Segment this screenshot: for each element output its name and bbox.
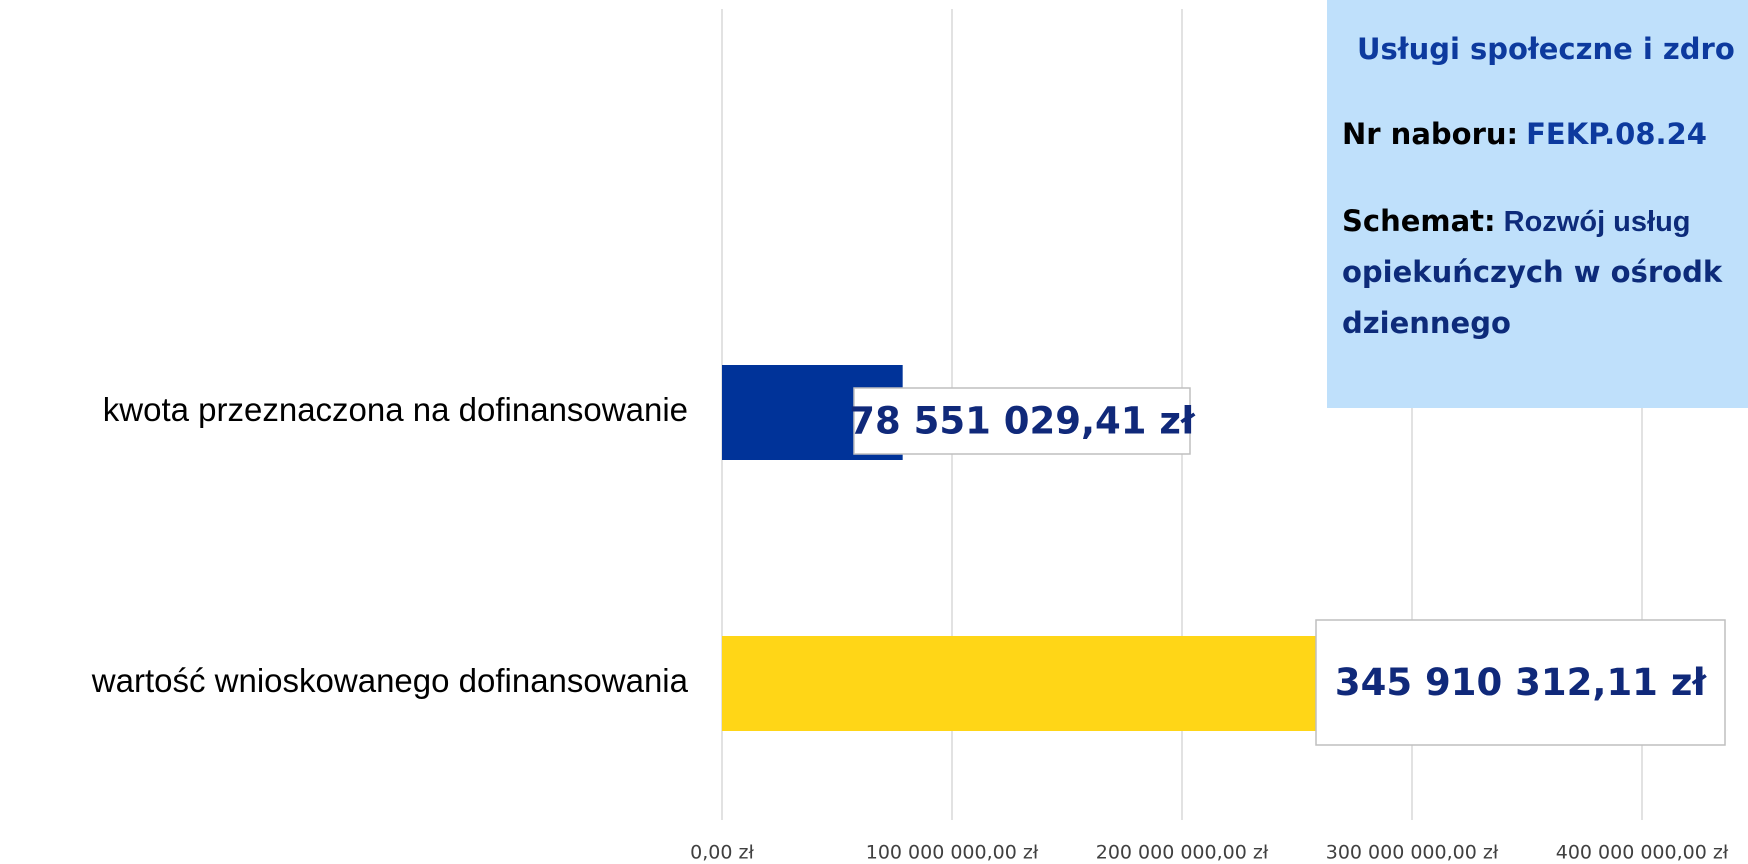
- value-label: 345 910 312,11 zł: [1335, 661, 1707, 704]
- y-tick-label: wartość wnioskowanego dofinansowania: [91, 662, 689, 699]
- schemat-line: opiekuńczych w ośrodk: [1342, 255, 1723, 289]
- x-tick-label: 400 000 000,00 zł: [1556, 842, 1729, 864]
- schemat-label: Schemat:: [1342, 204, 1496, 238]
- info-nabor: Nr naboru: FEKP.08.24: [1342, 117, 1707, 151]
- value-label-box: [1315, 619, 1726, 746]
- info-box: [1327, 0, 1748, 408]
- info-title: Usługi społeczne i zdro: [1357, 32, 1735, 66]
- schemat-line: Rozwój usług: [1504, 206, 1691, 238]
- nabor-value: FEKP.08.24: [1526, 117, 1707, 151]
- info-schemat: Schemat: Rozwój usług: [1342, 204, 1691, 238]
- x-tick-label: 0,00 zł: [690, 842, 754, 864]
- y-tick-label: kwota przeznaczona na dofinansowanie: [103, 391, 688, 428]
- value-label-box: [853, 387, 1191, 455]
- x-tick-label: 100 000 000,00 zł: [866, 842, 1039, 864]
- x-tick-label: 300 000 000,00 zł: [1326, 842, 1499, 864]
- schemat-line: dziennego: [1342, 306, 1511, 340]
- x-tick-label: 200 000 000,00 zł: [1096, 842, 1269, 864]
- value-label: 78 551 029,41 zł: [849, 400, 1196, 443]
- nabor-label: Nr naboru:: [1342, 117, 1518, 151]
